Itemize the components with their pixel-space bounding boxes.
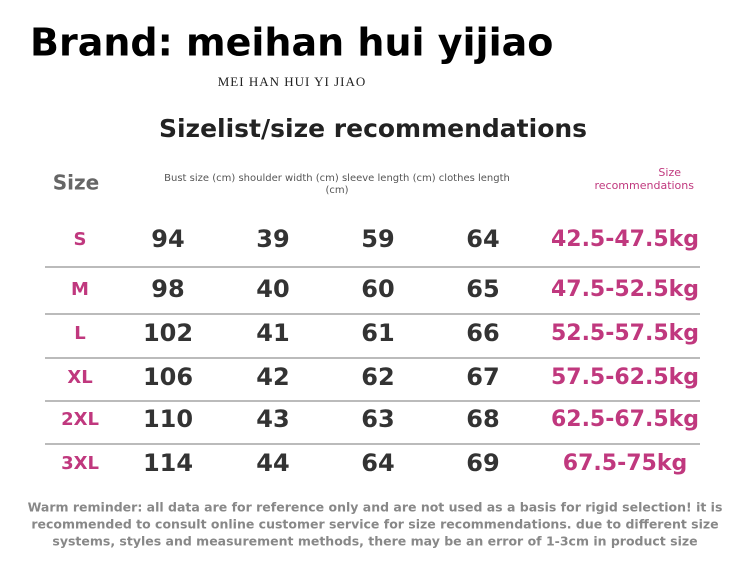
measurement: 114 xyxy=(143,449,193,477)
column-header: (cm) xyxy=(325,185,348,196)
logo: MEI HAN HUI YI JIAO xyxy=(218,74,367,89)
weight-range: 62.5-67.5kg xyxy=(551,407,699,432)
size-label: S xyxy=(74,229,87,250)
footer: Warm reminder: all data are for referenc… xyxy=(28,500,723,549)
measurement: 64 xyxy=(466,225,499,253)
footer-line: Warm reminder: all data are for referenc… xyxy=(28,500,723,515)
measurement: 44 xyxy=(256,449,289,477)
measurement: 65 xyxy=(466,275,499,303)
weight-range: 47.5-52.5kg xyxy=(551,277,699,302)
measurement: 60 xyxy=(361,275,394,303)
measurement: 69 xyxy=(466,449,499,477)
size-label: 3XL xyxy=(61,453,99,474)
measurement: 61 xyxy=(361,319,394,347)
measurement: 43 xyxy=(256,405,289,433)
measurement: 41 xyxy=(256,319,289,347)
size-label: L xyxy=(74,323,85,344)
measurement: 66 xyxy=(466,319,499,347)
measurement: 67 xyxy=(466,363,499,391)
measurement: 64 xyxy=(361,449,394,477)
weight-range: 42.5-47.5kg xyxy=(551,227,699,252)
measurement: 42 xyxy=(256,363,289,391)
measurement: 94 xyxy=(151,225,184,253)
size-label: 2XL xyxy=(61,409,99,430)
table-title: Sizelist/size recommendations xyxy=(159,114,587,143)
size-label: M xyxy=(71,279,89,300)
column-header: Size xyxy=(658,166,681,179)
size-label: XL xyxy=(67,367,92,388)
footer-line: recommended to consult online customer s… xyxy=(31,517,718,532)
measurement: 110 xyxy=(143,405,193,433)
measurement: 106 xyxy=(143,363,193,391)
column-header: Bust size (cm) shoulder width (cm) sleev… xyxy=(164,173,510,184)
table-body: S 94 39 59 64 42.5-47.5kg M 98 40 60 65 47.5-52.5kg… xyxy=(45,225,700,477)
footer-line: systems, styles and measurement methods,… xyxy=(52,534,697,549)
measurement: 98 xyxy=(151,275,184,303)
measurement: 63 xyxy=(361,405,394,433)
measurement: 59 xyxy=(361,225,394,253)
weight-range: 52.5-57.5kg xyxy=(551,321,699,346)
brand: Brand: meihan hui yijiao xyxy=(30,21,553,65)
measurement: 40 xyxy=(256,275,289,303)
weight-range: 67.5-75kg xyxy=(563,451,687,476)
measurement: 68 xyxy=(466,405,499,433)
column-header: Size xyxy=(53,171,99,195)
weight-range: 57.5-62.5kg xyxy=(551,365,699,390)
column-header: recommendations xyxy=(594,179,694,192)
measurement: 39 xyxy=(256,225,289,253)
measurement: 102 xyxy=(143,319,193,347)
measurement: 62 xyxy=(361,363,394,391)
